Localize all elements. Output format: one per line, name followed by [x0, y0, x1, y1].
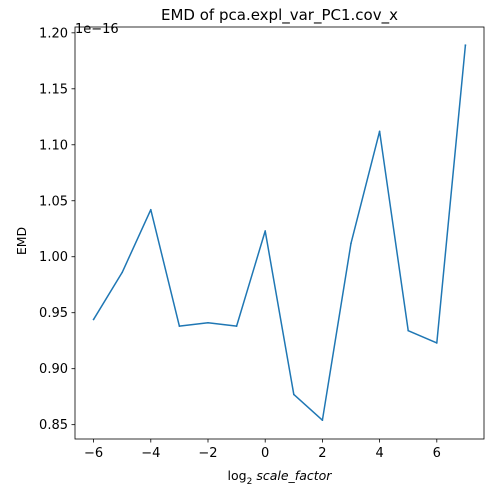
plot-frame [74, 26, 485, 440]
x-tick-label: 0 [261, 446, 269, 461]
series-layer [92, 44, 467, 421]
y-axis-label: EMD [14, 227, 29, 255]
y-tick-label: 1.15 [39, 82, 68, 97]
y-axis: 0.85 0.90 0.95 1.00 1.05 1.10 1.15 1.20 [39, 26, 75, 433]
data-point [293, 393, 295, 396]
y-tick-label: 0.85 [39, 418, 68, 433]
data-point [207, 321, 209, 324]
data-point [464, 44, 467, 46]
data-point [149, 208, 152, 211]
y-tick-label: 0.90 [39, 362, 68, 377]
series-line [92, 44, 467, 421]
x-tick-label: 6 [433, 446, 441, 461]
y-tick-label: 1.00 [39, 250, 68, 265]
plot-area [75, 27, 484, 439]
data-point [264, 230, 266, 232]
x-axis-label: log2 scale_factor [228, 468, 333, 487]
data-point [407, 329, 410, 332]
x-tick-label: −2 [198, 446, 217, 461]
data-point [350, 242, 352, 245]
x-tick-label: 2 [318, 446, 326, 461]
y-tick-label: 1.10 [39, 138, 68, 153]
x-tick-label: 4 [375, 446, 383, 461]
y-tick-label: 1.05 [39, 194, 68, 209]
y-tick-label: 0.95 [39, 306, 68, 321]
data-point [178, 325, 181, 327]
data-point [121, 271, 123, 274]
x-axis-label-main: scale_factor [256, 468, 332, 483]
x-axis-label-subscript: 2 [247, 477, 253, 487]
x-tick-label: −4 [141, 446, 160, 461]
data-point [92, 318, 95, 321]
x-tick-label: −6 [84, 446, 103, 461]
data-point [378, 130, 381, 133]
chart-title: EMD of pca.expl_var_PC1.cov_x [161, 6, 398, 25]
data-point [436, 342, 438, 344]
y-tick-label: 1.20 [39, 26, 68, 41]
x-axis-label-prefix: log [228, 468, 247, 483]
y-offset-text: 1e−16 [75, 22, 119, 37]
data-point [235, 325, 238, 327]
data-point [321, 419, 324, 421]
x-axis: −6 −4 −2 0 2 4 6 [84, 439, 441, 461]
